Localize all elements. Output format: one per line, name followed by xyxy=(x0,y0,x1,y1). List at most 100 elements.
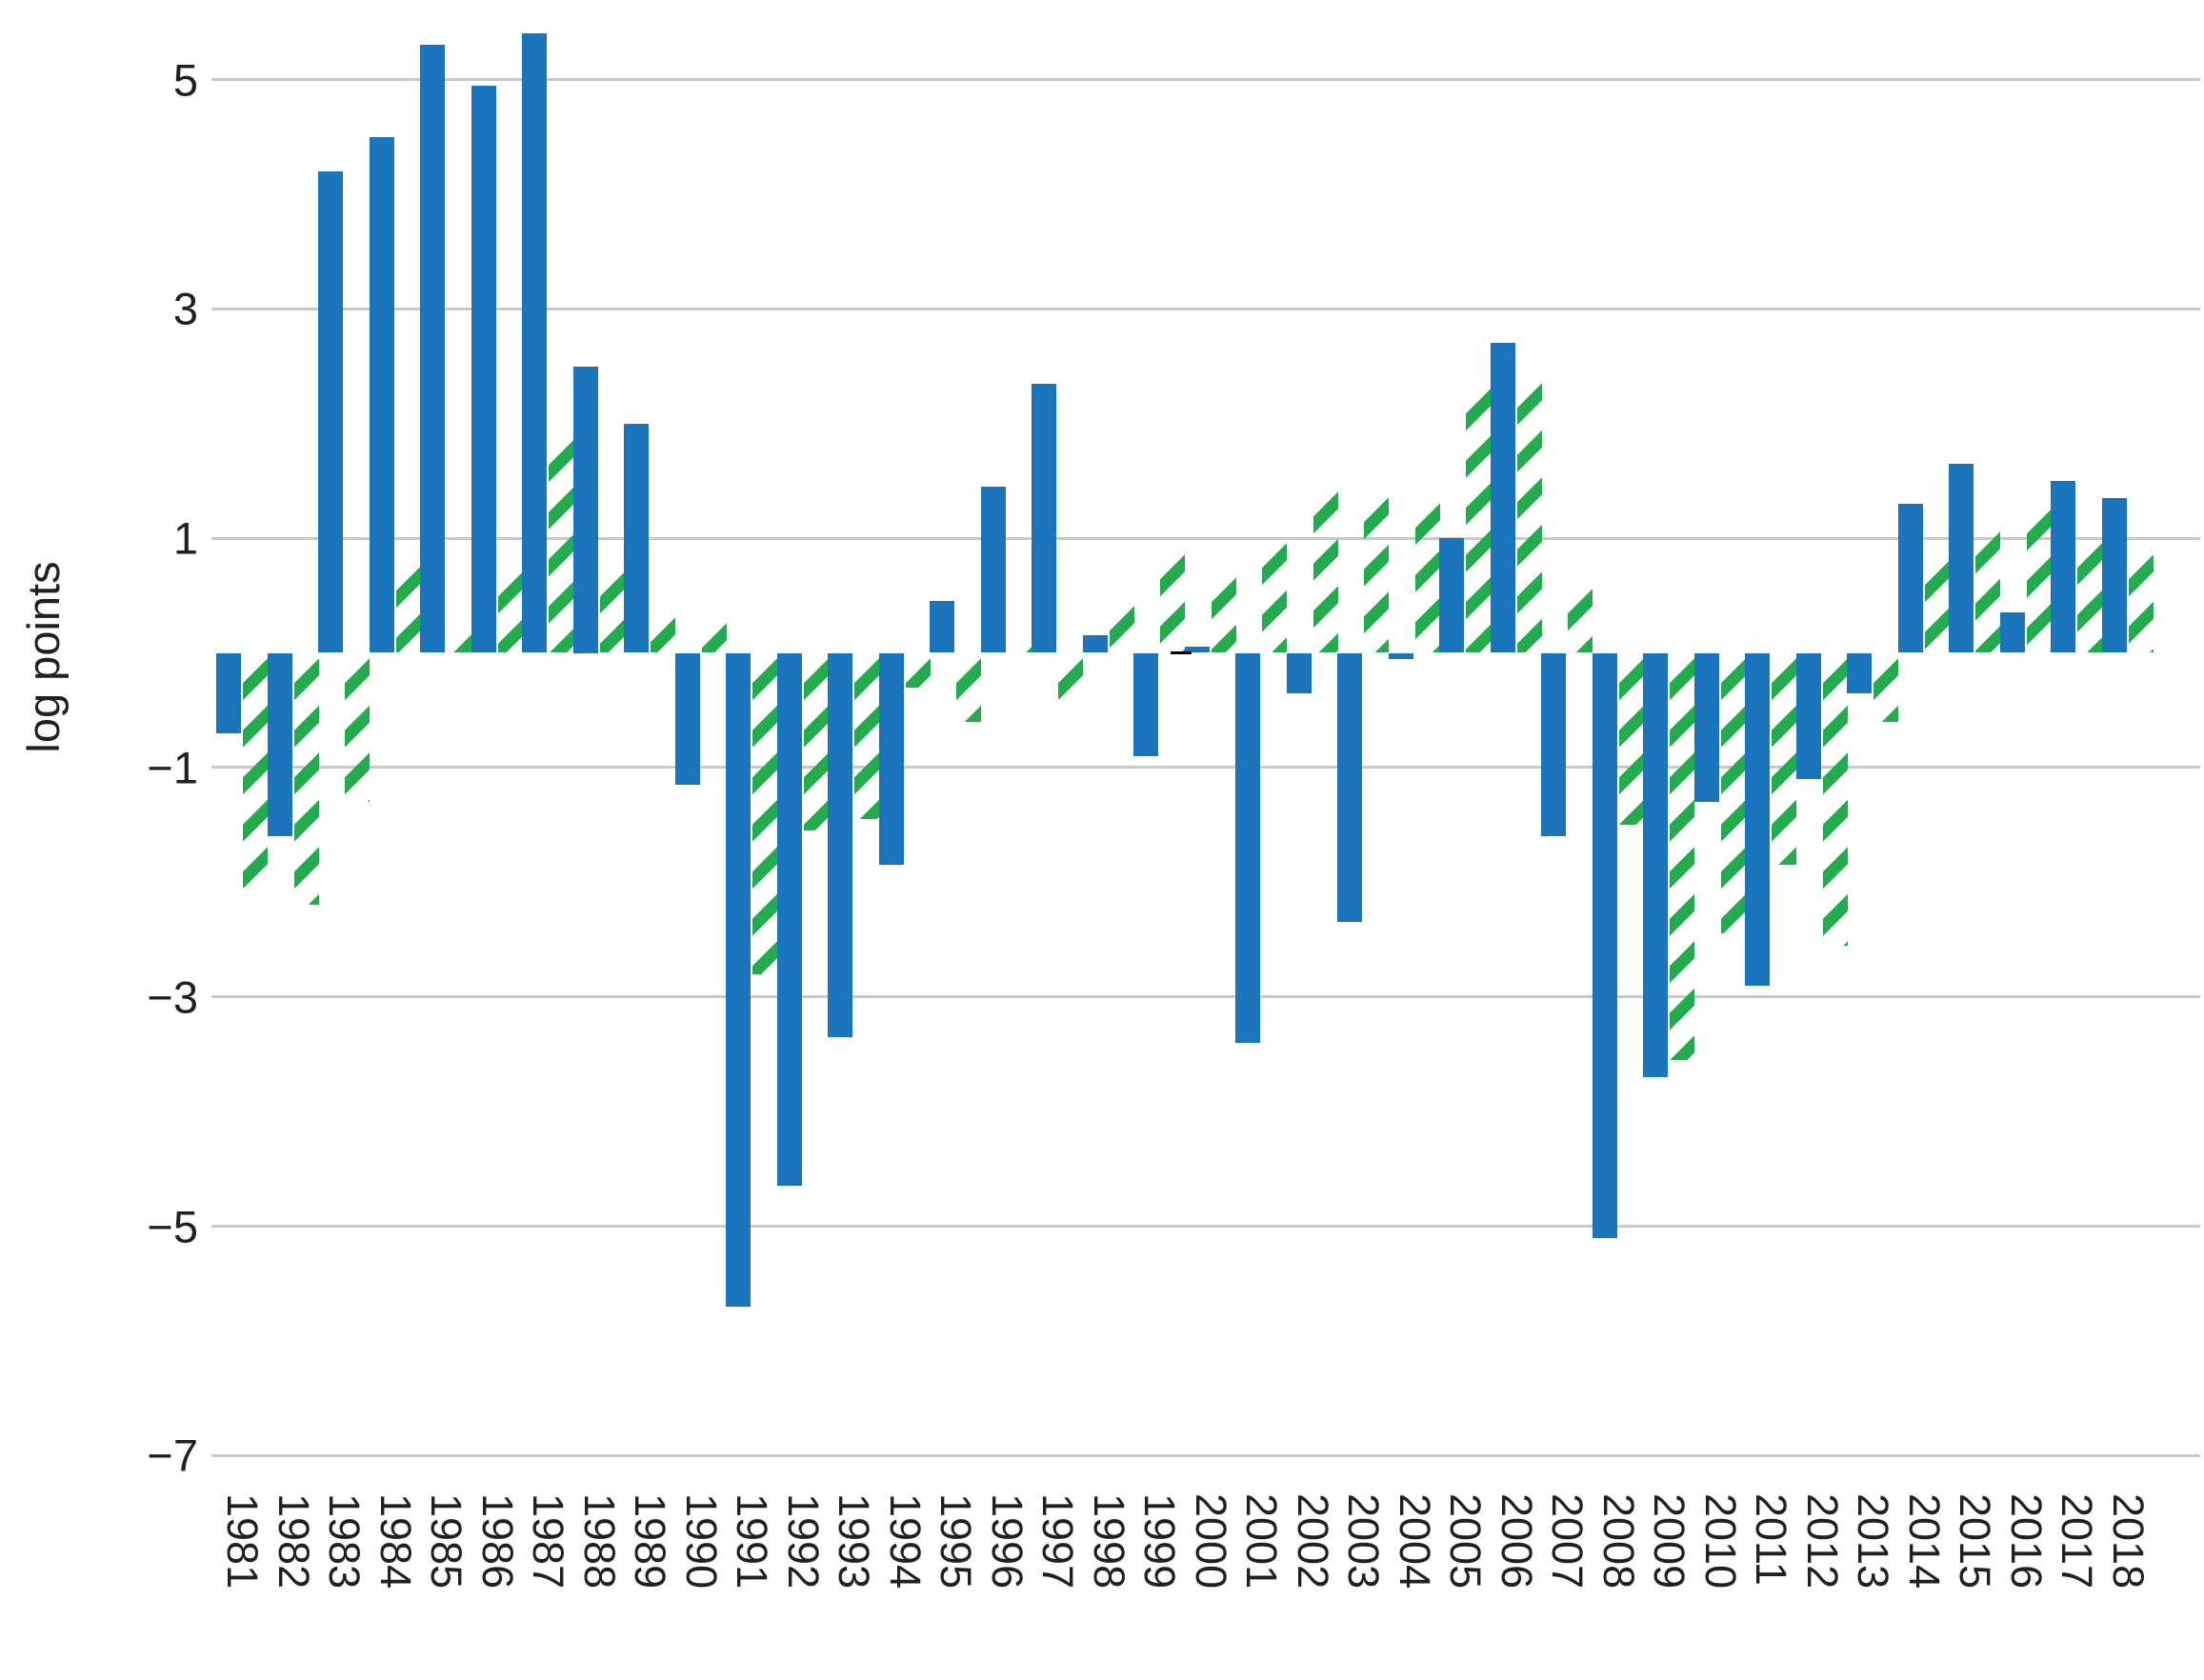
bar-1982-hatched xyxy=(293,652,319,906)
bar-2014-solid xyxy=(1897,503,1923,653)
x-tick-label-1986: 1986 xyxy=(472,1493,522,1590)
x-tick-label-2014: 2014 xyxy=(1899,1493,1949,1590)
bar-2015-hatched xyxy=(1975,527,2000,653)
x-tick-label-2009: 2009 xyxy=(1645,1493,1693,1590)
bar-1997-solid xyxy=(1032,383,1056,653)
bar-2003-solid xyxy=(1337,652,1362,923)
x-tick-label-1991: 1991 xyxy=(728,1493,776,1590)
y-tick-label-1: 1 xyxy=(172,512,198,564)
bar-2005-hatched xyxy=(1466,383,1491,653)
bar-2018-solid xyxy=(2101,497,2127,653)
bar-2009-hatched xyxy=(1670,652,1694,1060)
bar-2017-solid xyxy=(2051,480,2075,653)
bar-2006-solid xyxy=(1490,343,1515,653)
bar-2000-solid xyxy=(1184,647,1210,653)
x-tick-label-2012: 2012 xyxy=(1797,1493,1847,1590)
y-tick-label-5: 5 xyxy=(172,54,198,105)
bar-2002-solid xyxy=(1286,652,1312,693)
x-tick-label-2017: 2017 xyxy=(2053,1493,2101,1590)
bar-2012-hatched xyxy=(1822,652,1848,946)
y-axis-title: log points xyxy=(18,561,69,753)
x-tick-label-2003: 2003 xyxy=(1339,1493,1388,1590)
bar-1984-solid xyxy=(369,136,394,653)
bar-1996-hatched xyxy=(1007,641,1032,653)
bar-2018-hatched xyxy=(2128,550,2154,653)
bar-2013-hatched xyxy=(1873,652,1898,722)
bar-2013-solid xyxy=(1847,652,1872,693)
y-tick-label--3: −3 xyxy=(147,971,198,1023)
bar-1985-hatched xyxy=(447,630,471,653)
x-tick-label-2004: 2004 xyxy=(1390,1493,1439,1590)
x-tick-label-2005: 2005 xyxy=(1441,1493,1490,1590)
bar-2007-solid xyxy=(1541,652,1566,837)
bar-1986-hatched xyxy=(497,567,523,653)
bar-1991-hatched xyxy=(752,652,777,974)
bar-1993-hatched xyxy=(854,652,879,820)
bar-2008-hatched xyxy=(1618,652,1644,826)
x-tick-label-2007: 2007 xyxy=(1543,1493,1592,1590)
y-tick-label-3: 3 xyxy=(172,283,198,334)
y-tick-label--7: −7 xyxy=(147,1430,198,1481)
x-tick-label-2002: 2002 xyxy=(1288,1493,1337,1590)
bar-1998-hatched xyxy=(1109,601,1134,653)
bar-2008-solid xyxy=(1592,652,1617,1238)
gridline-y--3 xyxy=(211,995,2200,999)
x-tick-label-1996: 1996 xyxy=(982,1493,1032,1590)
x-tick-label-2013: 2013 xyxy=(1849,1493,1897,1590)
bar-1984-hatched xyxy=(395,561,421,653)
x-tick-label-1983: 1983 xyxy=(320,1493,369,1590)
bar-1985-solid xyxy=(420,45,445,653)
bar-1989-solid xyxy=(624,423,649,653)
x-tick-label-1993: 1993 xyxy=(830,1493,878,1590)
x-tick-label-1997: 1997 xyxy=(1033,1493,1082,1590)
x-tick-label-1992: 1992 xyxy=(778,1493,828,1590)
zero-dash-marker xyxy=(1170,650,1192,654)
bar-1986-solid xyxy=(471,85,496,653)
x-tick-label-2010: 2010 xyxy=(1695,1493,1745,1590)
bar-2016-hatched xyxy=(2026,503,2052,653)
bar-2012-solid xyxy=(1795,652,1821,779)
x-tick-label-1998: 1998 xyxy=(1084,1493,1133,1590)
bar-1996-solid xyxy=(980,486,1006,653)
gridline-y-5 xyxy=(211,78,2200,81)
bar-1998-solid xyxy=(1082,635,1108,653)
x-tick-label-2000: 2000 xyxy=(1186,1493,1235,1590)
x-tick-label-2006: 2006 xyxy=(1492,1493,1541,1590)
bar-1988-hatched xyxy=(599,567,625,653)
bar-2000-hatched xyxy=(1211,572,1236,653)
bar-1981-hatched xyxy=(243,652,268,889)
bar-2001-hatched xyxy=(1262,538,1287,653)
gridline-y--7 xyxy=(211,1453,2200,1457)
bar-1990-solid xyxy=(674,652,700,785)
x-tick-label-1989: 1989 xyxy=(626,1493,674,1590)
bar-2009-solid xyxy=(1643,652,1668,1077)
gridline-y-1 xyxy=(211,536,2200,540)
bar-1988-solid xyxy=(572,366,598,653)
bar-1992-solid xyxy=(776,652,802,1187)
bar-2015-solid xyxy=(1949,463,1974,653)
x-tick-label-2016: 2016 xyxy=(2001,1493,2051,1590)
x-tick-label-2015: 2015 xyxy=(1951,1493,1999,1590)
bar-1994-solid xyxy=(878,652,904,866)
bar-2011-solid xyxy=(1745,652,1770,986)
bar-2005-solid xyxy=(1439,538,1464,653)
gridline-y-3 xyxy=(211,307,2200,310)
bar-1989-hatched xyxy=(651,612,675,653)
bar-1997-hatched xyxy=(1058,652,1083,699)
x-tick-label-1995: 1995 xyxy=(932,1493,980,1590)
bar-2010-solid xyxy=(1693,652,1719,803)
bar-1992-hatched xyxy=(803,652,829,831)
bar-1983-hatched xyxy=(345,652,370,803)
x-tick-label-2001: 2001 xyxy=(1237,1493,1286,1590)
gridline-y--1 xyxy=(211,766,2200,770)
x-tick-label-1994: 1994 xyxy=(880,1493,930,1590)
bar-2014-hatched xyxy=(1924,555,1950,653)
x-tick-label-1988: 1988 xyxy=(574,1493,624,1590)
x-tick-label-1999: 1999 xyxy=(1135,1493,1184,1590)
bar-2004-hatched xyxy=(1414,497,1440,653)
bar-1999-solid xyxy=(1133,652,1158,756)
bar-2010-hatched xyxy=(1720,652,1746,934)
bar-2006-hatched xyxy=(1516,377,1542,653)
bar-1990-hatched xyxy=(701,618,727,653)
